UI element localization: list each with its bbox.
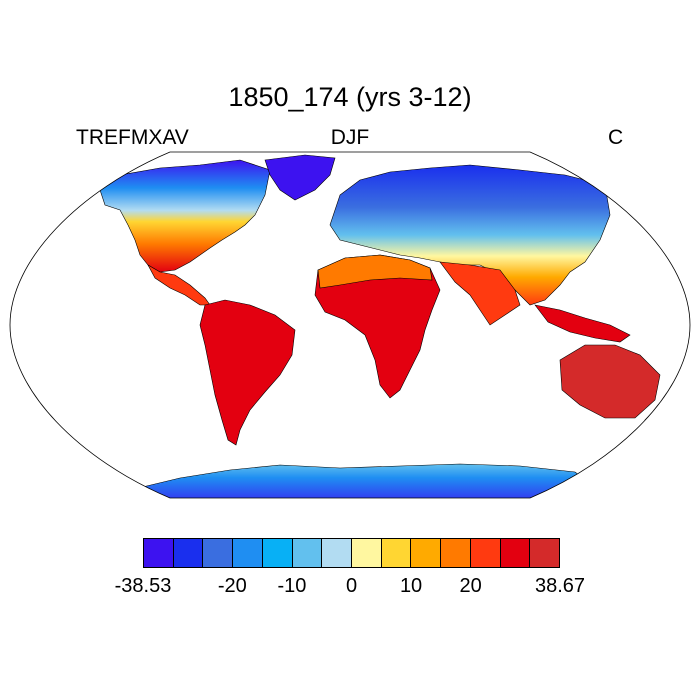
- colorbar-box: [530, 539, 560, 567]
- colorbar-box: [262, 539, 293, 567]
- globe-outline: [9, 151, 691, 499]
- colorbar-box: [352, 539, 382, 567]
- colorbar-tick-label: -20: [217, 575, 247, 597]
- colorbar-box: [322, 539, 353, 567]
- south-america: [199, 299, 296, 446]
- colorbar-tick-label: -38.53: [114, 575, 172, 597]
- colorbar: [143, 538, 560, 568]
- australia: [559, 344, 661, 419]
- season-label: DJF: [330, 126, 370, 149]
- eurasia: [329, 164, 611, 306]
- colorbar-tick-label: 20: [459, 575, 482, 597]
- colorbar-tick-label: 38.67: [534, 575, 586, 597]
- colorbar-box: [203, 539, 234, 567]
- greenland: [264, 154, 336, 201]
- new-zealand: [644, 404, 669, 426]
- colorbar-tick-label: -10: [277, 575, 307, 597]
- colorbar-box: [292, 539, 323, 567]
- central-america: [147, 264, 211, 306]
- units-label: C: [608, 126, 624, 149]
- colorbar-box: [173, 539, 204, 567]
- maritime-asia: [534, 304, 631, 343]
- antarctica: [129, 463, 601, 498]
- colorbar-box: [500, 539, 531, 567]
- colorbar-box: [381, 539, 412, 567]
- colorbar-box: [144, 539, 174, 567]
- south-asia: [439, 261, 521, 326]
- colorbar-box: [441, 539, 471, 567]
- colorbar-tick-label: 10: [399, 575, 423, 597]
- colorbar-box: [411, 539, 442, 567]
- colorbar-tick-label: 0: [345, 575, 358, 597]
- north-america: [99, 159, 271, 273]
- colorbar-box: [233, 539, 263, 567]
- colorbar-box: [470, 539, 501, 567]
- variable-label: TREFMXAV: [76, 126, 189, 149]
- north-africa: [317, 254, 433, 289]
- plot-title: 1850_174 (yrs 3-12): [228, 82, 472, 112]
